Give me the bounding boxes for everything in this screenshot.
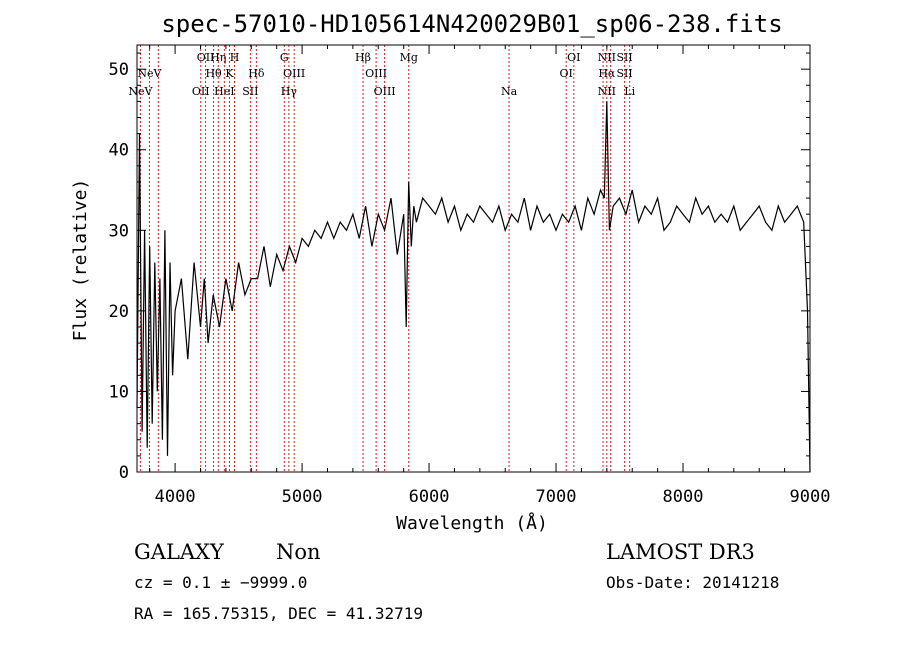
line-marker-label: Hβ [355,51,371,64]
y-tick-label: 50 [109,60,129,80]
x-tick-label: 5000 [282,487,323,507]
spectrum-series-line [136,101,811,473]
x-tick-label: 7000 [536,487,577,507]
x-tick-label: 4000 [155,487,196,507]
line-marker-label: Hη [210,51,226,64]
line-marker-label: Hγ [281,85,298,98]
x-axis-label: Wavelength (Å) [396,512,548,534]
line-marker-label: NeV [128,85,153,98]
line-marker-label: SII [616,51,632,64]
line-markers [139,45,631,472]
y-tick-label: 30 [109,221,129,241]
object-subclass: Non [276,540,321,564]
y-axis: 0 10 20 30 40 50 [109,52,810,483]
line-marker-label: Hθ [205,67,222,80]
line-marker-label: NeV [137,67,162,80]
line-marker-label: NII [598,51,616,64]
y-tick-label: 20 [109,302,129,322]
line-marker-label: Li [624,85,635,98]
line-marker-label: OII [192,85,210,98]
line-marker-label: SII [616,67,632,80]
x-tick-label: 6000 [409,487,450,507]
line-marker-label: OI [560,67,573,80]
line-marker-label: OIII [374,85,396,98]
y-tick-label: 40 [109,141,129,161]
coordinates-readout: RA = 165.75315, DEC = 41.32719 [134,604,423,623]
x-axis: 4000 5000 6000 7000 8000 9000 [149,45,831,507]
chart-title: spec-57010-HD105614N420029B01_sp06-238.f… [161,10,782,38]
y-axis-label: Flux (relative) [70,179,91,342]
x-tick-label: 8000 [663,487,704,507]
line-marker-label: H [230,51,240,64]
line-marker-label: OIII [365,67,387,80]
survey-name: LAMOST DR3 [606,540,755,564]
y-tick-label: 0 [119,463,129,483]
line-marker-label: Hα [598,67,616,80]
x-tick-label: 9000 [790,487,831,507]
y-tick-label: 10 [109,382,129,402]
line-marker-label: G [280,51,289,64]
line-marker-label: K [225,67,234,80]
line-marker-label: OII [197,51,215,64]
redshift-readout: cz = 0.1 ± −9999.0 [134,573,307,592]
plot-frame [136,44,811,473]
line-marker-label: OIII [283,67,305,80]
line-marker-label: NII [598,85,616,98]
object-class: GALAXY [134,540,225,564]
line-marker-label: Na [501,85,518,98]
line-marker-label: HeI [214,85,234,98]
line-marker-label: Mg [400,51,418,64]
line-marker-label: OI [567,51,580,64]
line-marker-label: Hδ [248,67,265,80]
line-marker-label: SII [242,85,258,98]
observation-date: Obs-Date: 20141218 [606,573,779,592]
